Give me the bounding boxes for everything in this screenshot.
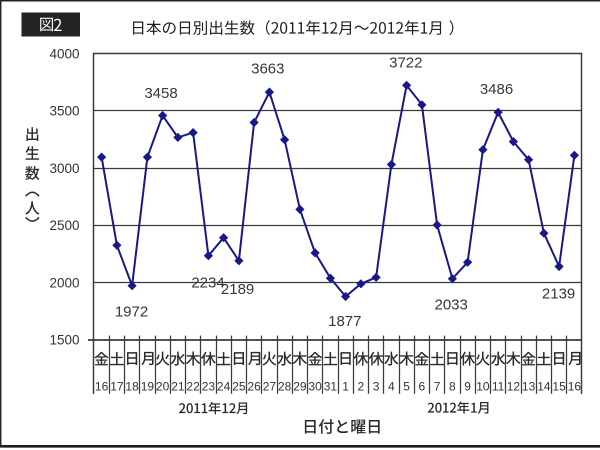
svg-text:2000: 2000 [49,275,79,290]
svg-text:3000: 3000 [49,161,79,176]
svg-text:9: 9 [464,379,471,393]
svg-text:4: 4 [388,379,395,393]
svg-text:27: 27 [263,379,277,393]
svg-text:3722: 3722 [389,55,422,72]
svg-text:2033: 2033 [435,296,468,313]
svg-text:1877: 1877 [328,313,361,330]
svg-text:30: 30 [308,379,322,393]
svg-text:1: 1 [342,379,349,393]
svg-text:2189: 2189 [221,281,254,298]
svg-text:5: 5 [403,379,410,393]
svg-text:16: 16 [95,379,109,393]
svg-text:21: 21 [171,379,185,393]
svg-text:19: 19 [141,379,155,393]
svg-text:3: 3 [373,379,380,393]
svg-text:17: 17 [110,379,124,393]
svg-text:20: 20 [156,379,170,393]
svg-text:24: 24 [217,379,231,393]
svg-text:26: 26 [247,379,261,393]
svg-text:6: 6 [419,379,426,393]
svg-text:3486: 3486 [480,81,513,98]
svg-text:25: 25 [232,379,246,393]
svg-text:29: 29 [293,379,307,393]
svg-text:10: 10 [476,379,490,393]
svg-text:13: 13 [522,379,536,393]
svg-text:3458: 3458 [144,85,177,102]
svg-text:2500: 2500 [49,218,79,233]
svg-text:12: 12 [507,379,521,393]
svg-text:2234: 2234 [191,274,224,291]
svg-text:31: 31 [324,379,338,393]
svg-text:14: 14 [537,379,551,393]
svg-text:28: 28 [278,379,292,393]
svg-text:2: 2 [358,379,365,393]
svg-text:2139: 2139 [542,285,575,302]
svg-text:15: 15 [552,379,566,393]
svg-text:22: 22 [186,379,200,393]
svg-text:18: 18 [125,379,139,393]
svg-text:8: 8 [449,379,456,393]
svg-text:1500: 1500 [49,333,79,348]
svg-text:3500: 3500 [49,104,79,119]
svg-text:3663: 3663 [251,60,284,77]
svg-text:4000: 4000 [49,46,79,61]
svg-text:7: 7 [434,379,441,393]
svg-text:16: 16 [568,379,582,393]
svg-text:1972: 1972 [115,303,148,320]
svg-text:11: 11 [492,379,505,393]
svg-text:23: 23 [202,379,216,393]
